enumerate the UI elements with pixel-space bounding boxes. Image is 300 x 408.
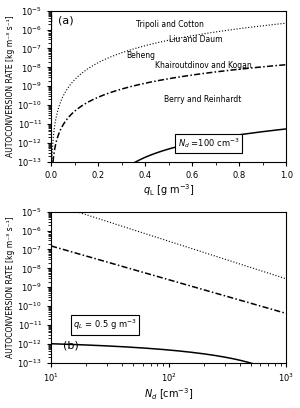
Text: Berry and Reinhardt: Berry and Reinhardt	[164, 95, 242, 104]
Text: Liu and Daum: Liu and Daum	[169, 35, 222, 44]
Text: $N_d$ =100 cm$^{-3}$: $N_d$ =100 cm$^{-3}$	[178, 137, 240, 151]
Y-axis label: AUTOCONVERSION RATE [kg m⁻³ s⁻¹]: AUTOCONVERSION RATE [kg m⁻³ s⁻¹]	[6, 216, 15, 358]
Text: (b): (b)	[63, 341, 79, 350]
Text: Beheng: Beheng	[126, 51, 155, 60]
Text: $q_L$ = 0.5 g m$^{-3}$: $q_L$ = 0.5 g m$^{-3}$	[74, 318, 137, 332]
Y-axis label: AUTOCONVERSION RATE [kg m⁻³ s⁻¹]: AUTOCONVERSION RATE [kg m⁻³ s⁻¹]	[6, 16, 15, 157]
X-axis label: $N_d$ [cm$^{-3}$]: $N_d$ [cm$^{-3}$]	[144, 387, 193, 402]
X-axis label: $q_{\mathrm{L}}$ [g m$^{-3}$]: $q_{\mathrm{L}}$ [g m$^{-3}$]	[143, 182, 194, 198]
Text: Khairoutdinov and Kogan: Khairoutdinov and Kogan	[154, 60, 251, 69]
Text: Tripoli and Cotton: Tripoli and Cotton	[136, 20, 204, 29]
Text: (a): (a)	[58, 15, 74, 25]
